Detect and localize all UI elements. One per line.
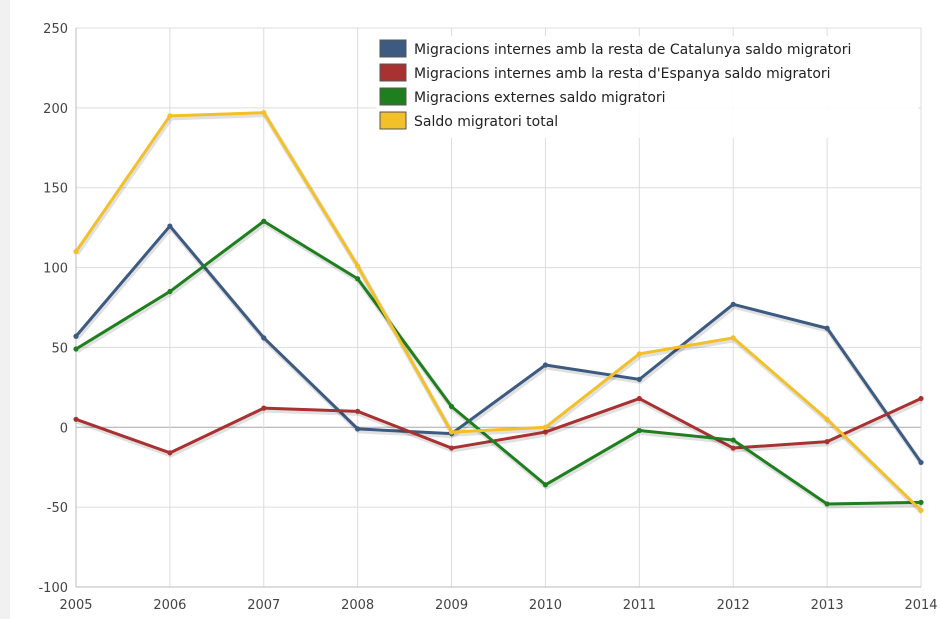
legend-swatch — [379, 111, 407, 130]
legend-item[interactable]: Migracions internes amb la resta de Cata… — [379, 39, 851, 58]
legend-label: Migracions externes saldo migratori — [414, 90, 666, 106]
data-point[interactable] — [167, 450, 173, 456]
series-lines — [73, 110, 925, 515]
axes: -100 -50 0 50 100 150 200 250 2005 2006 2007 2008 20… — [38, 22, 937, 613]
legend-label: Migracions internes amb la resta de Cata… — [414, 42, 851, 58]
data-point[interactable] — [636, 395, 642, 402]
data-point[interactable] — [918, 507, 924, 513]
data-point[interactable] — [355, 276, 361, 282]
x-tick-label: 2006 — [153, 598, 186, 613]
data-point[interactable] — [542, 482, 549, 488]
series-line — [74, 224, 923, 464]
legend-swatch — [379, 63, 407, 82]
data-point[interactable] — [636, 376, 642, 382]
x-tick-label: 2010 — [529, 598, 562, 613]
data-point[interactable] — [448, 403, 455, 410]
legend-item[interactable]: Saldo migratori total — [379, 111, 558, 130]
data-point[interactable] — [261, 405, 267, 411]
series-3 — [73, 218, 924, 509]
data-point[interactable] — [542, 362, 549, 368]
data-point[interactable] — [542, 424, 549, 430]
x-tick-label: 2013 — [811, 598, 844, 613]
series-line — [74, 111, 923, 512]
data-point[interactable] — [730, 335, 736, 341]
data-point[interactable] — [824, 501, 830, 507]
legend-swatch — [379, 87, 407, 106]
x-tick-label: 2011 — [623, 598, 656, 613]
series-line — [74, 397, 923, 455]
data-point[interactable] — [73, 346, 79, 352]
x-tick-label: 2009 — [435, 598, 468, 613]
data-point[interactable] — [261, 110, 267, 116]
x-tick-label: 2014 — [904, 598, 937, 613]
data-point[interactable] — [355, 408, 361, 414]
legend-item[interactable]: Migracions internes amb la resta d'Espan… — [379, 63, 831, 82]
y-tick-label: -100 — [38, 581, 68, 596]
legend-label: Saldo migratori total — [414, 114, 558, 130]
data-point[interactable] — [824, 416, 830, 422]
series-line-shadow — [74, 112, 924, 515]
y-tick-label: 100 — [43, 262, 68, 277]
data-point[interactable] — [824, 325, 830, 331]
x-tick-label: 2012 — [717, 598, 750, 613]
legend-swatch — [379, 39, 407, 58]
data-point[interactable] — [73, 333, 79, 339]
data-point[interactable] — [636, 427, 642, 434]
y-tick-label: 250 — [43, 22, 68, 37]
data-point[interactable] — [167, 288, 173, 295]
legend-background — [376, 36, 918, 138]
data-point[interactable] — [824, 439, 830, 445]
y-tick-label: 50 — [51, 341, 68, 356]
data-point[interactable] — [73, 249, 79, 255]
data-point[interactable] — [73, 416, 79, 422]
data-point[interactable] — [167, 223, 173, 229]
x-tick-label: 2007 — [247, 598, 280, 613]
data-point[interactable] — [448, 429, 455, 435]
data-point[interactable] — [167, 113, 173, 119]
data-point[interactable] — [730, 437, 736, 443]
series-line-shadow — [76, 398, 924, 458]
data-point[interactable] — [636, 351, 642, 357]
data-point[interactable] — [918, 395, 924, 402]
legend-label: Migracions internes amb la resta d'Espan… — [414, 66, 831, 82]
x-tick-label: 2008 — [341, 598, 374, 613]
series-1 — [73, 223, 925, 466]
data-point[interactable] — [355, 426, 361, 432]
left-edge-strip — [0, 0, 10, 619]
data-point[interactable] — [918, 459, 924, 466]
legend[interactable]: Migracions internes amb la resta de Cata… — [376, 36, 918, 138]
y-tick-label: -50 — [47, 501, 68, 516]
legend-item[interactable]: Migracions externes saldo migratori — [379, 87, 666, 106]
series-4 — [73, 110, 924, 515]
y-tick-label: 200 — [43, 102, 68, 117]
data-point[interactable] — [261, 335, 267, 341]
y-tick-label: 0 — [60, 421, 68, 436]
data-point[interactable] — [918, 499, 924, 505]
data-point[interactable] — [542, 429, 549, 435]
series-line — [74, 219, 923, 506]
y-tick-label: 150 — [43, 182, 68, 197]
series-2 — [73, 395, 924, 458]
data-point[interactable] — [730, 301, 736, 307]
x-tick-label: 2005 — [59, 598, 92, 613]
data-point[interactable] — [355, 263, 361, 269]
data-point[interactable] — [261, 218, 267, 224]
data-point[interactable] — [448, 445, 455, 451]
data-point[interactable] — [730, 445, 736, 451]
